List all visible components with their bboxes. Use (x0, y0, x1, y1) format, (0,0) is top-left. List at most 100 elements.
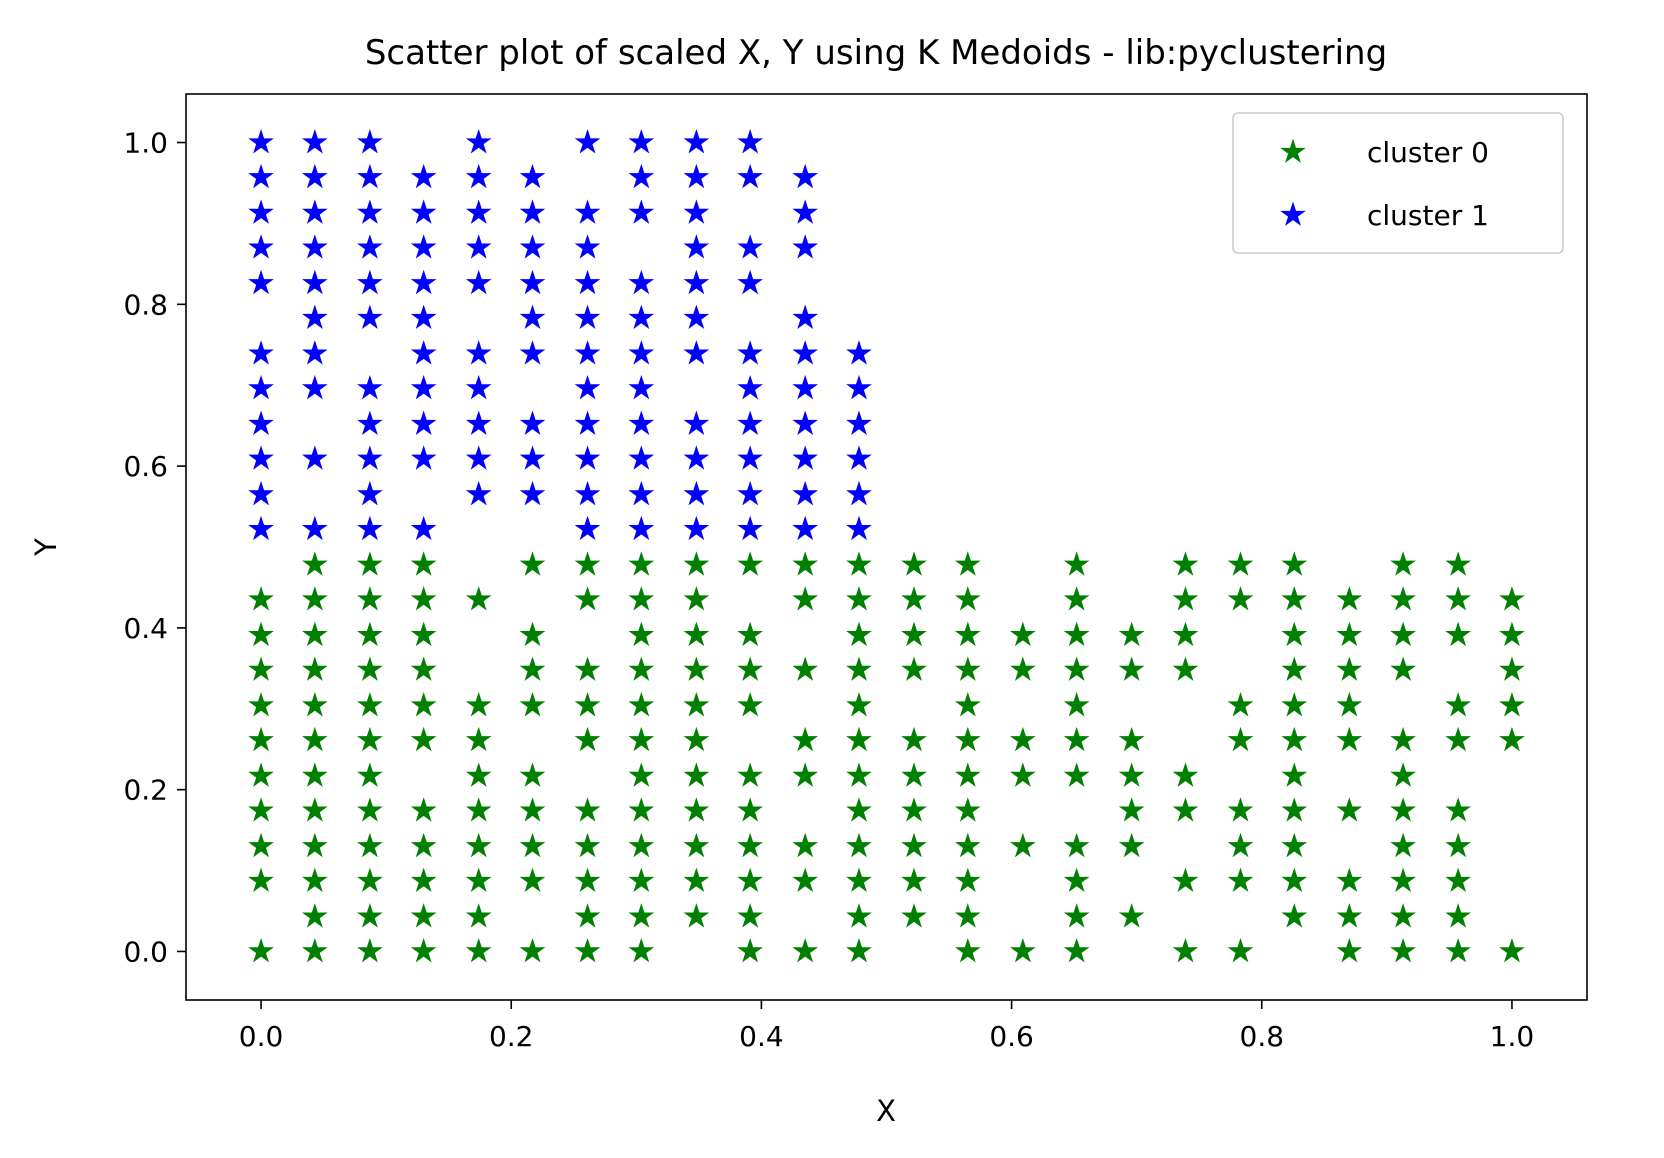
x-tick-label: 0.2 (489, 1020, 534, 1053)
data-point (792, 304, 819, 329)
data-point (574, 867, 601, 893)
data-point (519, 269, 546, 295)
data-point (1281, 692, 1308, 717)
data-point (1390, 656, 1416, 681)
data-point (574, 129, 601, 154)
y-tick-label: 0.6 (123, 450, 168, 483)
data-point (1281, 726, 1308, 752)
data-point (628, 445, 655, 470)
data-point (954, 621, 981, 647)
data-point (737, 867, 763, 893)
data-point (683, 903, 710, 928)
x-axis: 0.0 0.2 0.4 0.6 0.8 1.0 (239, 1000, 1534, 1053)
data-point (628, 656, 655, 681)
data-point (357, 445, 383, 470)
data-point (248, 269, 274, 295)
data-point (683, 586, 710, 611)
data-point (683, 832, 710, 858)
data-point (1390, 867, 1416, 893)
data-point (1227, 551, 1254, 576)
data-point (574, 797, 601, 822)
data-point (683, 445, 710, 470)
data-point (465, 410, 492, 435)
data-point (683, 515, 710, 541)
data-point (1118, 797, 1145, 822)
data-point (628, 586, 655, 611)
data-point (737, 374, 763, 400)
data-point (1281, 797, 1308, 822)
data-point (574, 410, 601, 435)
data-point (357, 163, 383, 189)
data-point (792, 163, 819, 189)
y-tick-label: 0.8 (123, 288, 168, 321)
data-point (248, 832, 274, 858)
data-point (302, 692, 328, 717)
data-point (846, 410, 872, 435)
data-point (1172, 762, 1199, 787)
data-point (248, 163, 274, 189)
data-point (410, 656, 437, 681)
data-point (792, 199, 819, 224)
data-point (683, 304, 710, 329)
data-point (1227, 832, 1254, 858)
data-point (901, 832, 927, 858)
data-point (410, 797, 437, 822)
data-point (683, 797, 710, 822)
data-point (1336, 621, 1363, 647)
data-point (357, 234, 383, 259)
data-point (846, 586, 872, 611)
data-point (357, 832, 383, 858)
data-point (628, 410, 655, 435)
data-point (1010, 937, 1036, 963)
data-point (846, 621, 872, 647)
data-point (465, 129, 492, 154)
data-point (901, 867, 927, 893)
data-point (574, 234, 601, 259)
data-point (737, 656, 763, 681)
data-point (792, 515, 819, 541)
data-point (1445, 692, 1471, 717)
data-point (792, 445, 819, 470)
data-point (628, 797, 655, 822)
data-point (1281, 656, 1308, 681)
data-point (1390, 832, 1416, 858)
data-point (1063, 867, 1090, 893)
data-point (302, 269, 328, 295)
data-point (683, 656, 710, 681)
data-point (628, 937, 655, 963)
y-tick-label: 0.0 (123, 935, 168, 968)
data-point (1227, 797, 1254, 822)
data-point (737, 692, 763, 717)
data-point (410, 374, 437, 400)
data-point (737, 937, 763, 963)
data-point (1445, 832, 1471, 858)
data-point (737, 621, 763, 647)
data-point (248, 340, 274, 365)
data-point (628, 903, 655, 928)
data-point (628, 480, 655, 506)
data-point (683, 480, 710, 506)
data-point (792, 867, 819, 893)
data-point (737, 480, 763, 506)
data-point (683, 340, 710, 365)
data-point (410, 867, 437, 893)
data-point (846, 726, 872, 752)
data-point (1281, 586, 1308, 611)
data-point (1172, 937, 1199, 963)
data-point (1063, 621, 1090, 647)
data-point (628, 762, 655, 787)
data-point (628, 515, 655, 541)
data-point (792, 726, 819, 752)
data-point (954, 867, 981, 893)
data-point (1390, 586, 1416, 611)
data-point (574, 340, 601, 365)
data-point (574, 374, 601, 400)
data-point (574, 692, 601, 717)
data-point (1172, 551, 1199, 576)
data-point (1118, 621, 1145, 647)
data-point (954, 903, 981, 928)
x-axis-title: X (876, 1094, 896, 1128)
data-point (683, 621, 710, 647)
y-tick-label: 1.0 (123, 127, 168, 160)
data-point (954, 551, 981, 576)
